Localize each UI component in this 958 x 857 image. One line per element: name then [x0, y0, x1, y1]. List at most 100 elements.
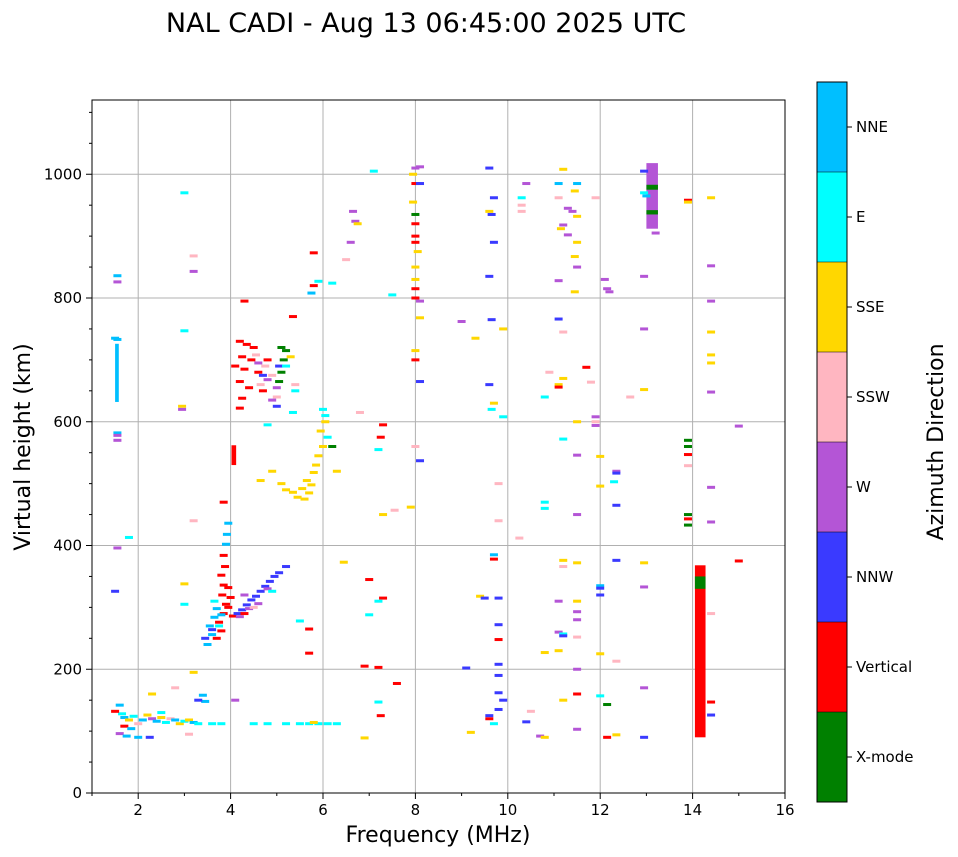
echo-point: [295, 619, 304, 623]
echo-point: [272, 386, 281, 390]
echo-point: [189, 519, 198, 523]
echo-point: [416, 299, 425, 303]
echo-point: [201, 699, 210, 703]
echo-point: [314, 279, 323, 283]
colorbar-tick-label: E: [856, 208, 865, 226]
echo-point: [540, 500, 549, 504]
echo-point: [591, 196, 600, 200]
echo-point: [113, 438, 122, 442]
echo-point: [707, 520, 716, 524]
echo-point: [683, 517, 692, 521]
echo-point: [261, 584, 270, 588]
echo-point: [189, 720, 198, 724]
echo-point: [242, 342, 251, 346]
echo-point: [573, 635, 582, 639]
echo-point: [485, 209, 494, 213]
echo-point: [573, 610, 582, 614]
echo-point: [499, 327, 508, 331]
echo-point: [323, 435, 332, 439]
echo-point: [570, 255, 579, 259]
echo-point: [180, 719, 189, 723]
x-axis-label: Frequency (MHz): [346, 823, 531, 848]
echo-point: [277, 370, 286, 374]
echo-point: [487, 407, 496, 411]
echo-point: [379, 513, 388, 517]
echo-point: [683, 200, 692, 204]
echo-segment: [646, 163, 658, 229]
echo-point: [277, 346, 286, 349]
echo-point: [411, 265, 420, 269]
echo-point: [640, 191, 649, 195]
echo-point: [494, 596, 503, 600]
echo-point: [111, 589, 120, 593]
colorbar-tick-label: SSE: [856, 298, 885, 316]
echo-point: [540, 506, 549, 510]
echo-point: [113, 274, 122, 278]
echo-point: [268, 373, 277, 377]
echo-point: [683, 438, 692, 442]
echo-segment: [115, 343, 119, 402]
echo-point: [217, 613, 226, 617]
x-tick-label: 6: [318, 801, 328, 819]
colorbar-swatch: [817, 82, 847, 172]
echo-point: [178, 407, 187, 411]
echo-point: [600, 277, 609, 281]
echo-point: [707, 700, 716, 704]
echo-point: [254, 602, 263, 606]
echo-point: [554, 385, 563, 389]
echo-point: [240, 299, 249, 303]
echo-point: [411, 296, 420, 300]
echo-point: [240, 612, 249, 616]
echo-point: [122, 734, 131, 738]
echo-point: [707, 612, 716, 616]
echo-point: [282, 349, 291, 353]
x-tick-label: 14: [683, 801, 702, 819]
y-tick-label: 200: [53, 660, 82, 678]
echo-point: [540, 651, 549, 655]
echo-point: [582, 365, 591, 369]
echo-point: [559, 632, 568, 636]
echo-point: [258, 389, 267, 393]
y-tick-label: 800: [53, 289, 82, 307]
echo-point: [374, 599, 383, 603]
echo-point: [355, 410, 364, 414]
echo-point: [235, 339, 244, 343]
echo-point: [115, 703, 124, 707]
echo-point: [120, 724, 129, 728]
colorbar-tick-label: NNW: [856, 568, 893, 586]
colorbar-label: Azimuth Direction: [924, 343, 949, 540]
echo-point: [596, 593, 605, 597]
echo-point: [540, 735, 549, 739]
echo-point: [321, 420, 330, 424]
echo-point: [224, 521, 233, 525]
echo-point: [365, 613, 374, 617]
grid-lines: [92, 100, 785, 793]
x-tick-label: 10: [498, 801, 517, 819]
echo-point: [286, 355, 295, 359]
echo-point: [302, 479, 311, 483]
echo-point: [185, 732, 194, 736]
echo-point: [640, 169, 649, 173]
echo-point: [205, 624, 214, 628]
echo-point: [309, 470, 318, 474]
echo-point: [596, 652, 605, 656]
echo-point: [612, 471, 621, 475]
echo-point: [573, 727, 582, 731]
echo-point: [554, 599, 563, 603]
echo-point: [517, 196, 526, 200]
echo-point: [559, 558, 568, 562]
echo-point: [124, 535, 133, 539]
echo-point: [217, 573, 226, 577]
echo-point: [328, 445, 337, 448]
echo-point: [316, 429, 325, 433]
echo-point: [272, 395, 281, 399]
echo-point: [379, 596, 388, 600]
echo-point: [640, 686, 649, 690]
echo-point: [148, 717, 157, 721]
echo-point: [203, 643, 212, 646]
echo-point: [612, 469, 621, 473]
echo-point: [342, 258, 351, 262]
echo-point: [596, 584, 605, 588]
echo-point: [522, 182, 531, 186]
